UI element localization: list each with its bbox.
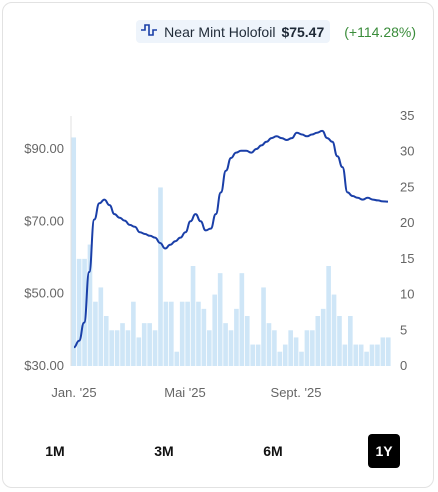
volume-bar [185,301,190,366]
legend-price: $75.47 [281,23,325,40]
volume-bar [131,301,136,366]
legend-chip[interactable]: Near Mint Holofoil $75.47 [136,20,331,43]
volume-bar [364,351,369,366]
y-right-tick-label: 0 [400,358,407,373]
volume-bar [120,323,125,366]
volume-bar [125,330,131,366]
volume-bar [109,330,114,366]
y-left-tick-label: $90.00 [24,141,64,156]
volume-bar [369,344,375,366]
y-left-tick-label: $70.00 [24,213,64,228]
y-right-tick-label: 25 [400,179,414,194]
volume-bar [385,337,391,366]
volume-bar [304,330,310,366]
volume-bar [293,337,299,366]
volume-bar [152,330,158,366]
volume-bar [196,301,201,366]
volume-bar [169,301,174,366]
y-right-tick-label: 30 [400,144,414,159]
volume-bar [223,323,228,366]
volume-bar [228,330,234,366]
y-right-tick-label: 5 [400,322,407,337]
volume-bar [282,344,288,366]
line-series-icon [140,23,158,40]
volume-bar [380,337,386,366]
x-tick-label: Mai '25 [164,385,206,400]
volume-bar [337,316,342,366]
volume-bar [147,323,152,366]
range-button-1y[interactable]: 1Y [368,434,400,468]
volume-bar [93,301,98,366]
volume-bar [320,308,326,366]
volume-bar [114,330,120,366]
y-right-tick-label: 10 [400,287,414,302]
y-right-tick-label: 15 [400,251,414,266]
legend-change: (+114.28%) [344,23,416,40]
volume-bar [179,301,185,366]
volume-bar [348,316,353,366]
volume-bar [277,351,283,366]
volume-bar [315,316,321,366]
volume-bar [190,266,196,366]
volume-bar [141,323,147,366]
x-tick-label: Sept. '25 [271,385,322,400]
volume-bar [201,308,207,366]
y-left-tick-label: $50.00 [24,286,64,301]
volume-bar [76,258,82,366]
volume-bar [163,301,169,366]
volume-bar [266,323,272,366]
volume-bar [358,344,364,366]
volume-bar [212,294,218,366]
volume-bar [71,137,77,366]
volume-bar [98,287,104,366]
legend-series-name: Near Mint Holofoil [164,23,276,40]
volume-bar [250,344,256,366]
price-chart: $30.00 $50.00 $70.00 $90.00 0 5 10 15 20 25 30 35 Ja… [24,108,414,400]
volume-bar [331,294,337,366]
volume-bar [239,273,245,366]
y-left-tick-label: $30.00 [24,358,64,373]
range-selector: 1M 3M 6M 1Y [0,434,438,470]
volume-bar [136,337,142,366]
chart-legend: Near Mint Holofoil $75.47 (+114.28%) [136,20,416,43]
volume-bar [261,287,266,366]
y-right-tick-label: 20 [400,215,414,230]
range-button-3m[interactable]: 3M [154,443,174,459]
volume-bar [244,316,250,366]
volume-bar [103,316,109,366]
volume-bar [288,330,293,366]
volume-bar [217,273,223,366]
volume-bar [87,244,93,366]
volume-bar [353,344,359,366]
y-right-tick-label: 35 [400,108,414,123]
volume-bar [342,344,348,366]
volume-bar [82,258,87,366]
volume-bar [310,330,315,366]
volume-bar [255,344,261,366]
range-button-6m[interactable]: 6M [263,443,283,459]
volume-bar [234,308,239,366]
volume-bar [375,344,380,366]
volume-bar [158,187,163,366]
price-line [73,129,389,349]
range-button-1m[interactable]: 1M [45,443,65,459]
x-tick-label: Jan. '25 [51,385,96,400]
volume-bar [206,330,212,366]
volume-bar [272,330,277,366]
volume-bar [174,351,180,366]
volume-bar [299,351,304,366]
volume-bar [326,266,331,366]
